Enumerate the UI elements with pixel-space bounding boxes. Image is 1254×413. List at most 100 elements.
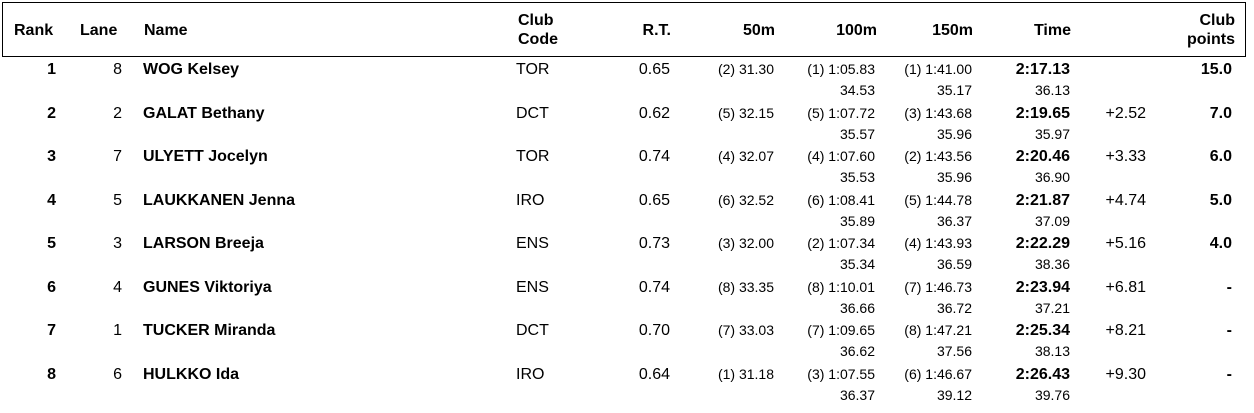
- athlete-name: ULYETT Jocelyn: [143, 148, 268, 165]
- results-table-header: Rank Lane Name Club Code R.T. 50m 100m 1…: [2, 2, 1246, 57]
- header-club-code-line2: Code: [518, 31, 558, 48]
- split-100m-lap: 36.66: [839, 299, 875, 316]
- split-100m-lap: 35.89: [839, 212, 875, 229]
- club-points: -: [1226, 322, 1232, 339]
- final-time: 2:26.43: [1015, 365, 1070, 383]
- club-points: 4.0: [1209, 235, 1232, 252]
- split-100m: (8) 1:10.01: [807, 278, 875, 295]
- rank-cell: 8: [47, 365, 56, 383]
- athlete-name: GALAT Bethany: [143, 104, 265, 122]
- table-row: 5 3 LARSON Breeja ENS 0.73 (3) 32.00 (2) 1:07.…: [0, 232, 1254, 276]
- final-time: 2:25.34: [1015, 322, 1070, 339]
- split-50m: (1) 31.18: [717, 365, 774, 382]
- split-50m: (6) 32.52: [717, 191, 774, 208]
- final-time: 2:23.94: [1015, 278, 1070, 296]
- time-behind: +8.21: [1105, 322, 1146, 339]
- club-points: -: [1226, 365, 1232, 383]
- reaction-time: 0.74: [638, 148, 670, 165]
- split-50m: (4) 32.07: [717, 148, 774, 164]
- rank-cell: 1: [47, 61, 56, 78]
- split-150m-lap: 35.17: [936, 82, 972, 98]
- rank-cell: 4: [47, 191, 56, 209]
- rank-cell: 5: [47, 235, 56, 252]
- split-100m: (4) 1:07.60: [807, 148, 875, 164]
- athlete-name: WOG Kelsey: [143, 61, 240, 78]
- header-split-150m: 150m: [932, 22, 973, 39]
- club-code: TOR: [516, 148, 550, 165]
- header-club-points-line1: Club: [1199, 12, 1235, 29]
- club-code: ENS: [516, 235, 549, 252]
- split-150m-lap: 35.96: [936, 169, 972, 185]
- club-code: TOR: [516, 61, 550, 78]
- athlete-name: GUNES Viktoriya: [143, 278, 272, 296]
- split-50m: (5) 32.15: [717, 104, 774, 121]
- reaction-time: 0.65: [638, 191, 670, 209]
- table-row: 3 7 ULYETT Jocelyn TOR 0.74 (4) 32.07 (4) 1:07…: [0, 145, 1254, 189]
- table-row: 7 1 TUCKER Miranda DCT 0.70 (7) 33.03 (7) 1:09…: [0, 319, 1254, 363]
- club-code: DCT: [516, 322, 549, 339]
- lane-cell: 6: [113, 365, 122, 383]
- final-lap: 38.36: [1034, 256, 1070, 272]
- split-150m: (8) 1:47.21: [904, 322, 972, 338]
- club-points: 6.0: [1209, 148, 1232, 165]
- split-100m: (2) 1:07.34: [807, 235, 875, 251]
- header-split-100m: 100m: [836, 22, 877, 39]
- club-points: 5.0: [1209, 191, 1232, 209]
- final-time: 2:20.46: [1015, 148, 1070, 165]
- split-50m: (7) 33.03: [717, 322, 774, 338]
- time-behind: +2.52: [1105, 104, 1146, 122]
- split-50m: (3) 32.00: [717, 235, 774, 251]
- split-100m-lap: 34.53: [839, 82, 875, 98]
- lane-cell: 1: [113, 322, 122, 339]
- split-100m-lap: 36.37: [839, 386, 875, 403]
- lane-cell: 4: [113, 278, 122, 296]
- rank-cell: 6: [47, 278, 56, 296]
- club-code: DCT: [516, 104, 549, 122]
- split-150m: (1) 1:41.00: [904, 61, 972, 77]
- split-150m-lap: 37.56: [936, 343, 972, 359]
- header-club-points-line2: points: [1187, 31, 1235, 48]
- reaction-time: 0.64: [638, 365, 670, 383]
- final-lap: 36.90: [1034, 169, 1070, 185]
- lane-cell: 5: [113, 191, 122, 209]
- lane-cell: 8: [113, 61, 122, 78]
- split-100m-lap: 35.57: [839, 125, 875, 142]
- split-100m: (5) 1:07.72: [807, 104, 875, 121]
- club-points: -: [1226, 278, 1232, 296]
- club-code: ENS: [516, 278, 549, 296]
- athlete-name: TUCKER Miranda: [143, 322, 276, 339]
- final-time: 2:17.13: [1015, 61, 1070, 78]
- header-club-code-line1: Club: [518, 12, 554, 29]
- reaction-time: 0.70: [638, 322, 670, 339]
- athlete-name: LAUKKANEN Jenna: [143, 191, 296, 209]
- final-lap: 35.97: [1034, 125, 1070, 142]
- split-150m-lap: 35.96: [936, 125, 972, 142]
- rank-cell: 3: [47, 148, 56, 165]
- split-100m: (6) 1:08.41: [807, 191, 875, 208]
- athlete-name: HULKKO Ida: [143, 365, 239, 383]
- athlete-name: LARSON Breeja: [143, 235, 264, 252]
- table-row: 8 6 HULKKO Ida IRO 0.64 (1) 31.18 (3) 1:07.55 3…: [0, 363, 1254, 407]
- split-100m-lap: 35.34: [839, 256, 875, 272]
- split-100m-lap: 35.53: [839, 169, 875, 185]
- reaction-time: 0.73: [638, 235, 670, 252]
- time-behind: +4.74: [1105, 191, 1146, 209]
- split-150m-lap: 36.37: [936, 212, 972, 229]
- header-split-50m: 50m: [742, 22, 775, 39]
- reaction-time: 0.62: [638, 104, 670, 122]
- time-behind: +9.30: [1105, 365, 1146, 383]
- table-row: 4 5 LAUKKANEN Jenna IRO 0.65 (6) 32.52 (6) 1:0…: [0, 189, 1254, 233]
- final-lap: 37.09: [1034, 212, 1070, 229]
- final-lap: 36.13: [1034, 82, 1070, 98]
- header-time: Time: [1033, 22, 1071, 39]
- table-row: 1 8 WOG Kelsey TOR 0.65 (2) 31.30 (1) 1:05.83 3…: [0, 58, 1254, 102]
- final-lap: 39.76: [1034, 386, 1070, 403]
- final-time: 2:19.65: [1015, 104, 1070, 122]
- reaction-time: 0.74: [638, 278, 670, 296]
- club-points: 15.0: [1200, 61, 1232, 78]
- split-100m-lap: 36.62: [839, 343, 875, 359]
- split-50m: (2) 31.30: [717, 61, 774, 77]
- lane-cell: 2: [113, 104, 122, 122]
- final-lap: 38.13: [1034, 343, 1070, 359]
- split-150m: (7) 1:46.73: [904, 278, 972, 295]
